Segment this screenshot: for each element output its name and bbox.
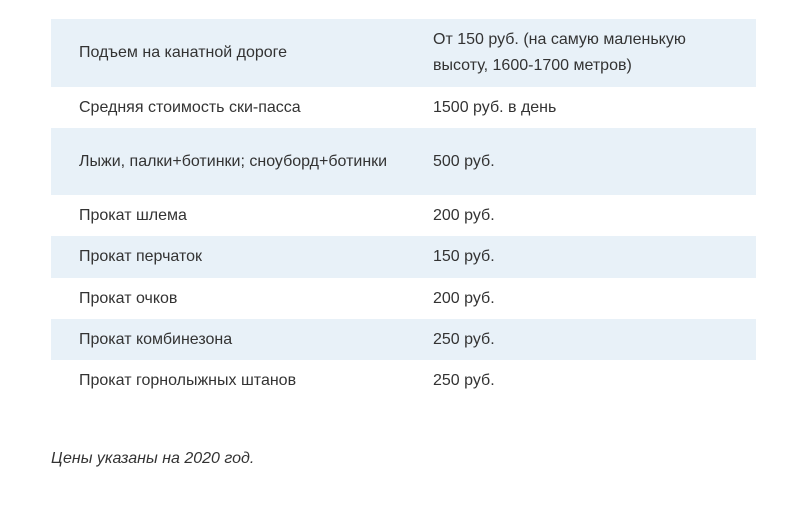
item-cell: Прокат перчаток [51,236,406,278]
table-row: Прокат горнолыжных штанов 250 руб. [51,360,756,402]
price-cell: 200 руб. [433,289,495,307]
item-cell: Подъем на канатной дороге [51,19,406,87]
item-cell: Средняя стоимость ски-пасса [79,98,301,116]
price-cell: 150 руб. [406,236,756,278]
price-cell: 500 руб. [406,128,756,195]
price-cell: 1500 руб. в день [433,98,557,116]
table-row: Прокат комбинезона 250 руб. [51,319,756,360]
price-cell: От 150 руб. (на самую маленькую высоту, … [406,19,756,87]
price-cell: 200 руб. [433,206,495,224]
item-cell: Лыжи, палки+ботинки; сноуборд+ботинки [51,128,406,195]
footnote: Цены указаны на 2020 год. [51,450,255,467]
price-cell: 250 руб. [406,319,756,360]
item-cell: Прокат комбинезона [51,319,406,360]
table-row: Подъем на канатной дороге От 150 руб. (н… [51,19,756,87]
item-cell: Прокат шлема [79,206,187,224]
price-cell: 250 руб. [433,372,495,389]
table-row: Прокат шлема 200 руб. [51,195,756,236]
table-row: Прокат очков 200 руб. [51,278,756,319]
table-row: Лыжи, палки+ботинки; сноуборд+ботинки 50… [51,128,756,195]
item-cell: Прокат очков [79,289,178,307]
table-row: Прокат перчаток 150 руб. [51,236,756,278]
table-row: Средняя стоимость ски-пасса 1500 руб. в … [51,87,756,128]
price-table: Подъем на канатной дороге От 150 руб. (н… [51,19,756,402]
item-cell: Прокат горнолыжных штанов [79,372,297,389]
